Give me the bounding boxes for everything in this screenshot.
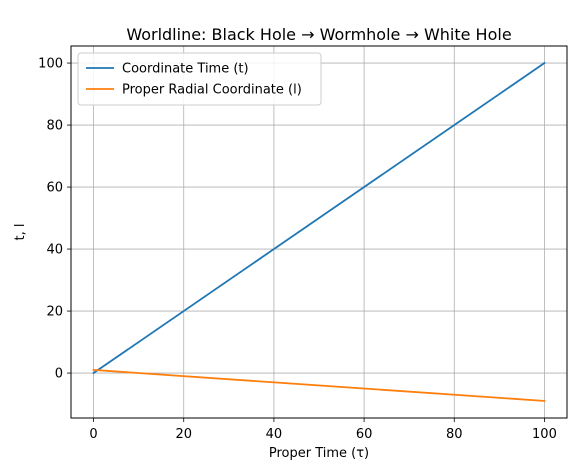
y-tick-label: 0 <box>55 367 63 382</box>
y-tick-label: 40 <box>46 243 63 258</box>
legend: Coordinate Time (t) Proper Radial Coordin… <box>77 52 322 106</box>
x-tick-label: 60 <box>356 427 373 442</box>
x-tick-label: 20 <box>175 427 192 442</box>
chart-title: Worldline: Black Hole → Wormhole → White… <box>126 25 511 44</box>
plot-frame <box>70 45 568 419</box>
axis-ticks: 0 20 40 60 80 100 0 20 40 60 80 100 <box>38 57 557 442</box>
series-lines <box>92 61 546 402</box>
y-tick-label: 100 <box>38 57 63 72</box>
legend-label-0: Coordinate Time (t) <box>122 62 249 77</box>
x-axis-label: Proper Time (τ) <box>269 446 369 461</box>
y-tick-label: 20 <box>46 305 63 320</box>
y-tick-label: 60 <box>46 181 63 196</box>
x-tick-label: 80 <box>446 427 463 442</box>
y-axis-label: t, l <box>13 224 28 241</box>
series-line-1 <box>92 368 546 402</box>
legend-label-1: Proper Radial Coordinate (l) <box>122 83 302 98</box>
x-tick-label: 40 <box>266 427 283 442</box>
legend-box <box>77 52 322 106</box>
x-tick-label: 100 <box>532 427 557 442</box>
series-line-0 <box>92 61 546 375</box>
x-tick-label: 0 <box>89 427 97 442</box>
y-tick-label: 80 <box>46 119 63 134</box>
